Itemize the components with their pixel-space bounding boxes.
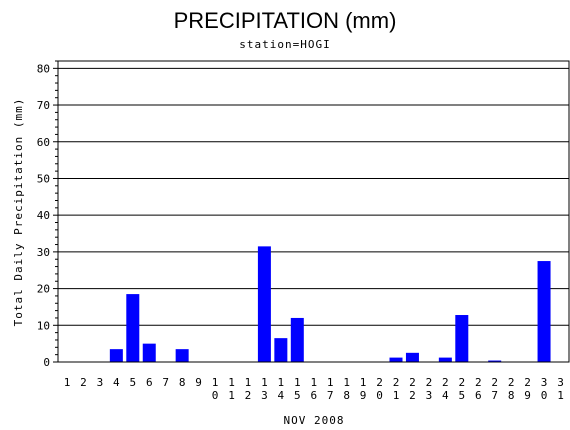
bar-day-30 [537, 261, 551, 362]
y-tick-label: 0 [43, 356, 50, 369]
bar-day-4 [109, 349, 123, 362]
chart-subtitle: station=HOGI [239, 38, 330, 51]
y-axis-label: Total Daily Precipitation (mm) [12, 98, 25, 327]
y-tick-label: 30 [37, 246, 50, 259]
chart-title: PRECIPITATION (mm) [174, 8, 397, 33]
x-tick-label: 6 [146, 376, 153, 389]
y-tick-label: 50 [37, 172, 50, 185]
bar-day-15 [290, 317, 304, 362]
x-tick-label: 2 [80, 376, 87, 389]
bar-day-6 [142, 343, 156, 362]
x-axis-label: NOV 2008 [284, 414, 345, 427]
y-tick-label: 40 [37, 209, 50, 222]
x-tick-label: 1 [64, 376, 71, 389]
grid-lines [58, 67, 569, 326]
bar-day-5 [126, 294, 140, 362]
plot-frame [57, 60, 570, 363]
x-tick-label: 5 [129, 376, 136, 389]
bars [109, 246, 551, 362]
x-tick-label: 9 [195, 376, 202, 389]
y-tick-label: 10 [37, 319, 50, 332]
bar-day-25 [455, 315, 469, 362]
bar-day-14 [274, 338, 288, 362]
y-tick-label: 70 [37, 99, 50, 112]
x-tick-label: 4 [113, 376, 120, 389]
y-tick-label: 80 [37, 62, 50, 75]
x-tick-label: 3 [97, 376, 104, 389]
bar-day-13 [257, 246, 271, 362]
bar-day-21 [389, 357, 403, 362]
bar-day-22 [405, 352, 419, 362]
bar-day-24 [438, 357, 452, 362]
x-axis-ticks: 1 2 3 4 5 6 7 8 9 1 01 11 21 31 41 51 61 71 81 92 02 12 22 32 42… [64, 376, 564, 402]
x-tick-label: 8 [179, 376, 186, 389]
bar-day-27 [488, 360, 502, 362]
y-tick-label: 20 [37, 283, 50, 296]
y-axis-ticks: 0 10 20 30 40 50 60 70 80 [37, 60, 58, 369]
x-tick-label: 7 [162, 376, 169, 389]
bar-day-8 [175, 349, 189, 362]
y-tick-label: 60 [37, 136, 50, 149]
